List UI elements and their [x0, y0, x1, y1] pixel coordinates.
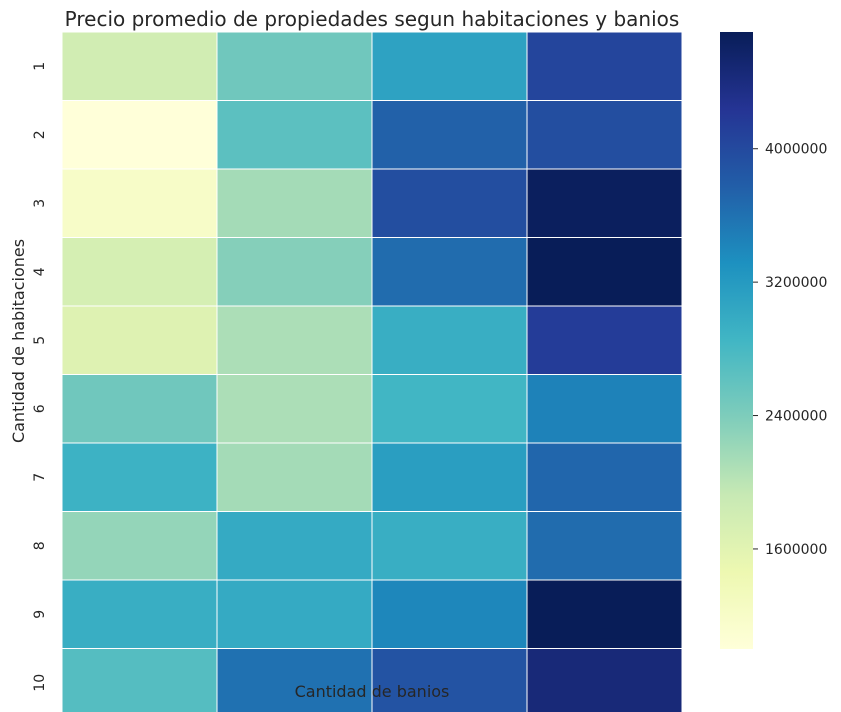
- heatmap-cell: [216, 305, 373, 375]
- heatmap-cell: [61, 648, 218, 712]
- y-tick-label: 5: [32, 336, 48, 345]
- y-tick-label: 9: [32, 610, 48, 619]
- heatmap-cell: [371, 305, 528, 375]
- heatmap-cell: [61, 31, 218, 101]
- heatmap-cell: [526, 168, 683, 238]
- colorbar-ticks: 1600000 2400000 3200000 4000000: [753, 142, 827, 558]
- heatmap-cell: [61, 305, 218, 375]
- colorbar-tick-label: 4000000: [765, 142, 827, 158]
- heatmap-cell: [61, 579, 218, 649]
- heatmap-cell: [216, 511, 373, 581]
- heatmap-cell: [61, 237, 218, 307]
- heatmap-cells: [61, 31, 683, 712]
- heatmap-cell: [526, 374, 683, 444]
- heatmap-cell: [371, 442, 528, 512]
- x-axis-label: Cantidad de banios: [295, 682, 450, 701]
- heatmap-cell: [371, 100, 528, 170]
- y-tick-label: 4: [32, 267, 48, 276]
- y-tick-label: 1: [32, 62, 48, 71]
- y-tick-label: 6: [32, 404, 48, 413]
- heatmap-cell: [526, 511, 683, 581]
- heatmap-cell: [371, 168, 528, 238]
- heatmap-cell: [216, 579, 373, 649]
- heatmap-cell: [216, 374, 373, 444]
- heatmap-cell: [371, 511, 528, 581]
- heatmap-cell: [526, 100, 683, 170]
- y-tick-labels: 1 2 3 4 5 6 7 8 9 10: [32, 62, 48, 692]
- y-tick-label: 8: [32, 541, 48, 550]
- y-tick-label: 10: [32, 674, 48, 692]
- heatmap-cell: [526, 305, 683, 375]
- colorbar-tick-label: 3200000: [765, 275, 827, 291]
- chart-title: Precio promedio de propiedades segun hab…: [65, 7, 680, 31]
- heatmap-cell: [526, 237, 683, 307]
- heatmap-cell: [61, 168, 218, 238]
- heatmap-cell: [371, 374, 528, 444]
- heatmap-cell: [216, 237, 373, 307]
- heatmap-cell: [526, 442, 683, 512]
- y-tick-label: 3: [32, 199, 48, 208]
- heatmap-cell: [371, 648, 528, 712]
- heatmap-cell: [371, 31, 528, 101]
- heatmap-cell: [216, 168, 373, 238]
- heatmap-cell: [216, 648, 373, 712]
- heatmap-cell: [61, 374, 218, 444]
- heatmap-cell: [216, 442, 373, 512]
- heatmap-cell: [61, 100, 218, 170]
- heatmap-cell: [526, 579, 683, 649]
- heatmap-cell: [526, 31, 683, 101]
- colorbar: [720, 32, 753, 649]
- heatmap-cell: [371, 579, 528, 649]
- colorbar-tick-label: 1600000: [765, 542, 827, 558]
- heatmap-cell: [526, 648, 683, 712]
- y-axis-label: Cantidad de habitaciones: [9, 239, 28, 443]
- heatmap-cell: [216, 31, 373, 101]
- heatmap-cell: [61, 511, 218, 581]
- colorbar-tick-label: 2400000: [765, 409, 827, 425]
- heatmap-cell: [216, 100, 373, 170]
- y-tick-label: 7: [32, 473, 48, 482]
- heatmap-cell: [371, 237, 528, 307]
- heatmap-cell: [61, 442, 218, 512]
- y-tick-label: 2: [32, 130, 48, 139]
